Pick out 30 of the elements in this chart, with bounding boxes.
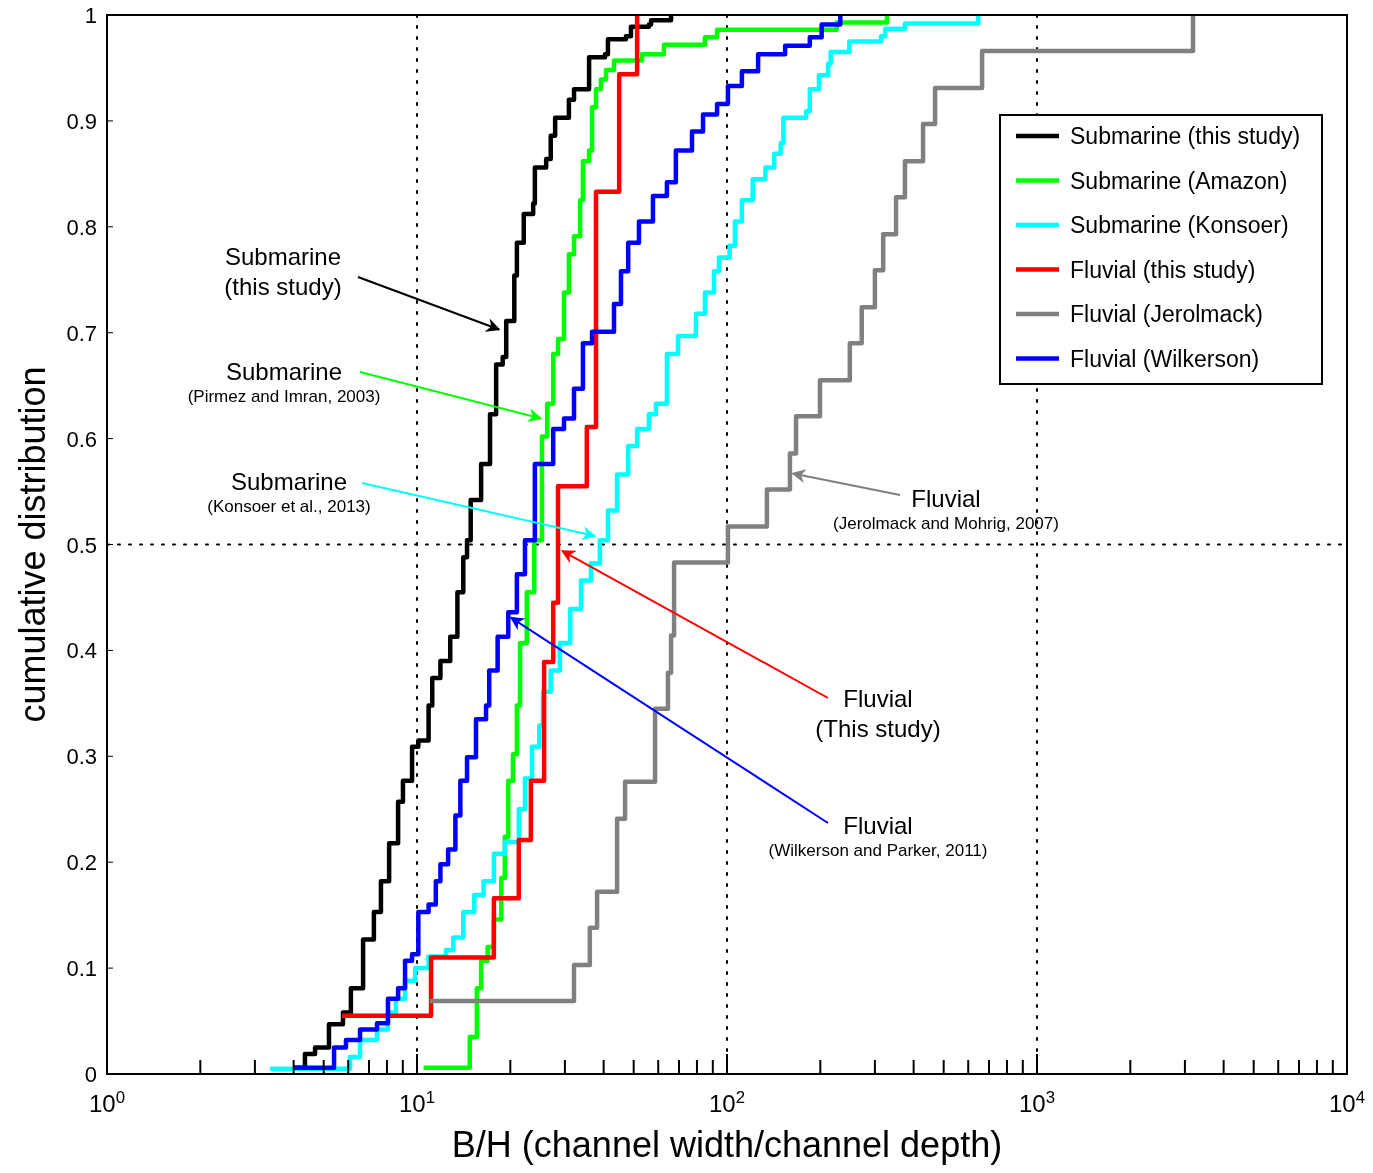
y-axis-title: cumulative distribution [12,366,53,723]
x-tick-label: 10$^{4}$ [1328,1087,1366,1117]
annotation: Submarine (Pirmez and Imran, 2003) [187,358,381,406]
y-tick-label: 0.1 [66,956,97,982]
annotation: Submarine (this study) [224,243,342,300]
legend-label: Submarine (this study) [1070,123,1301,149]
y-tick-label: 0.2 [66,850,97,876]
x-tick-label: 10$^{1}$ [398,1087,436,1117]
y-tick-label: 1 [84,3,97,28]
y-tick-label: 0.7 [66,320,97,346]
y-tick-label: 0.5 [66,532,97,558]
x-tick-label: 10$^{3}$ [1018,1087,1056,1117]
x-tick-label: 10$^{0}$ [88,1087,126,1117]
legend-label: Fluvial (Wilkerson) [1070,345,1260,372]
annotation: Fluvial (Jerolmack and Mohrig, 2007) [833,485,1059,533]
y-tick-label: 0.6 [66,426,97,452]
legend-label: Submarine (Amazon) [1070,167,1288,194]
y-tick-label: 0 [84,1062,97,1087]
y-tick-label: 0.4 [66,638,97,664]
y-tick-label: 0.9 [66,108,97,134]
legend-label: Fluvial (this study) [1070,256,1256,283]
y-tick-label: 0.8 [66,214,97,240]
x-tick-label: 10$^{2}$ [708,1087,746,1117]
y-tick-label: 0.3 [66,744,97,770]
legend-label: Fluvial (Jerolmack) [1070,301,1263,327]
annotation: Submarine (Konsoer et al., 2013) [207,468,371,516]
annotation: Fluvial (Wilkerson and Parker, 2011) [768,812,988,860]
legend-label: Submarine (Konsoer) [1070,212,1289,238]
annotation: Fluvial (This study) [815,685,941,742]
x-axis-title: B/H (channel width/channel depth) [451,1124,1003,1165]
